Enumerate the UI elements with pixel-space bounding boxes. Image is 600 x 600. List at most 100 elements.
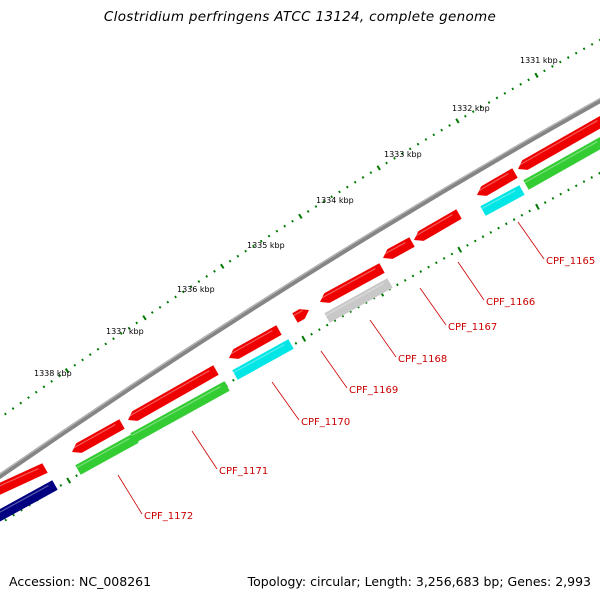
gene-label-CPF_1168[interactable]: CPF_1168 <box>398 354 447 365</box>
scale-tick-outer-minor <box>104 342 108 346</box>
scale-tick-outer-major <box>64 367 70 374</box>
scale-tick-outer-minor <box>448 124 451 127</box>
scale-tick-outer-minor <box>119 332 123 335</box>
gene-CPF_1172-lower-bar-highlight <box>76 438 130 469</box>
gene-CPF_1168-bar[interactable] <box>320 263 385 303</box>
gene-CPF_1171-bar[interactable] <box>128 365 219 421</box>
scale-tick-outer-minor <box>558 60 562 64</box>
gene-CPF_1169-bar[interactable] <box>292 309 309 323</box>
gene-label-CPF_1166[interactable]: CPF_1166 <box>486 297 535 308</box>
gene-CPF_1168-lower-bar-highlight <box>325 283 384 317</box>
scale-tick-outer-minor <box>88 353 92 356</box>
leader-CPF_1167 <box>419 287 447 326</box>
gene-CPF_1171-lower-bar-highlight <box>131 386 221 437</box>
scale-tick-outer-minor <box>19 401 23 405</box>
gene-CPF_1165-lower-bar[interactable] <box>480 185 525 216</box>
scale-tick-outer-minor <box>361 176 365 179</box>
scale-tick-inner-minor <box>551 196 555 200</box>
scale-tick-outer-minor <box>408 147 412 151</box>
scale-tick-outer-minor <box>267 234 271 238</box>
scale-tick-inner-major <box>457 246 463 253</box>
scale-tick-outer-major <box>534 72 539 79</box>
scale-tick-outer-minor <box>424 138 428 141</box>
gene-CPF_1170-bar[interactable] <box>229 325 282 359</box>
scale-tick-inner-minor <box>442 256 446 260</box>
scale-label-1337: 1337 kbp <box>106 327 144 336</box>
gene-CPF_1167-bar[interactable] <box>383 237 415 259</box>
scale-tick-inner-major <box>66 477 72 484</box>
scale-tick-outer-minor <box>440 128 444 132</box>
gene-CPF_1171-lower-bar[interactable] <box>130 381 230 443</box>
scale-tick-inner-minor <box>567 188 570 192</box>
gene-CPF_1173-lower-bar[interactable] <box>0 480 58 523</box>
scale-tick-outer-minor <box>314 205 318 208</box>
gene-CPF_1170-lower-bar[interactable] <box>232 339 294 380</box>
leader-CPF_1172 <box>117 474 143 515</box>
scale-tick-outer-minor <box>464 114 467 118</box>
leader-CPF_1168 <box>369 319 397 358</box>
gene-CPF_1173-bar-highlight <box>0 467 39 487</box>
scale-label-1332: 1332 kbp <box>452 104 490 113</box>
gene-label-CPF_1169[interactable]: CPF_1169 <box>349 385 398 396</box>
scale-tick-inner-minor <box>419 270 423 273</box>
scale-tick-outer-minor <box>112 337 115 341</box>
scale-label-1336: 1336 kbp <box>177 285 215 294</box>
scale-tick-inner-minor <box>582 180 586 183</box>
gene-CPF_1165-lower-bar-highlight <box>481 190 516 210</box>
gene-CPF_1166-bar[interactable] <box>414 209 462 241</box>
scale-tick-outer-minor <box>34 390 38 394</box>
scale-tick-outer-minor <box>205 275 209 278</box>
gene-CPF_1172-bar-highlight <box>70 424 116 451</box>
gene-CPF_1173-bar[interactable] <box>0 463 48 496</box>
scale-tick-inner-minor <box>232 378 235 382</box>
gene-CPF_1164-bar-highlight <box>516 120 598 168</box>
scale-tick-outer-minor <box>73 363 77 367</box>
scale-tick-inner-minor <box>325 323 329 327</box>
scale-tick-outer-minor <box>213 269 216 273</box>
scale-tick-outer-minor <box>432 133 436 137</box>
scale-tick-inner-minor <box>543 201 547 204</box>
gene-label-CPF_1171[interactable]: CPF_1171 <box>219 466 268 477</box>
gene-label-CPF_1172[interactable]: CPF_1172 <box>144 511 193 522</box>
scale-tick-inner-minor <box>427 265 430 269</box>
gene-CPF_1172-lower-bar[interactable] <box>75 433 139 475</box>
scale-tick-inner-minor <box>396 283 399 287</box>
scale-tick-outer-minor <box>4 412 7 416</box>
scale-tick-outer-minor <box>27 396 30 400</box>
map-title: Clostridium perfringens ATCC 13124, comp… <box>103 9 497 25</box>
gene-CPF_1168-lower-bar[interactable] <box>324 278 393 323</box>
gene-CPF_1167-bar-highlight <box>381 242 406 257</box>
scale-tick-inner-minor <box>559 192 563 196</box>
gene-CPF_1172-bar[interactable] <box>72 419 125 453</box>
gene-CPF_1169-bar-highlight <box>293 310 303 317</box>
scale-tick-inner-minor <box>489 231 493 234</box>
gene-CPF_1164-lower-bar[interactable] <box>523 136 600 190</box>
scale-tick-outer-minor <box>495 96 499 100</box>
scale-tick-outer-minor <box>519 82 523 86</box>
scale-tick-outer-minor <box>590 42 594 46</box>
scale-tick-outer-minor <box>479 105 483 109</box>
scale-tick-inner-minor <box>318 328 321 332</box>
scale-tick-inner-minor <box>473 239 477 243</box>
scale-tick-outer-major <box>298 213 303 219</box>
gene-label-CPF_1167[interactable]: CPF_1167 <box>448 322 497 333</box>
scale-label-1335: 1335 kbp <box>247 241 285 250</box>
scale-tick-outer-minor <box>511 87 515 91</box>
gene-label-CPF_1170[interactable]: CPF_1170 <box>301 417 350 428</box>
scale-tick-outer-minor <box>81 358 84 362</box>
scale-label-1333: 1333 kbp <box>384 150 422 159</box>
accession-text: Accession: NC_008261 <box>9 574 152 589</box>
gene-CPF_1166-bar-highlight <box>412 214 453 239</box>
gene-CPF_1165-bar[interactable] <box>477 168 518 196</box>
gene-CPF_1164-bar[interactable] <box>518 115 600 170</box>
scale-tick-inner-minor <box>310 332 313 336</box>
leader-CPF_1169 <box>320 350 348 389</box>
scale-tick-inner-minor <box>294 341 298 345</box>
gene-CPF_1170-bar-highlight <box>227 330 273 357</box>
gene-label-CPF_1165[interactable]: CPF_1165 <box>546 256 595 267</box>
scale-tick-outer-major <box>455 118 460 124</box>
scale-tick-outer-minor <box>283 224 287 228</box>
scale-tick-outer-minor <box>487 101 491 104</box>
scale-tick-outer-minor <box>471 110 475 114</box>
gene-CPF_1165-bar-highlight <box>475 173 509 194</box>
